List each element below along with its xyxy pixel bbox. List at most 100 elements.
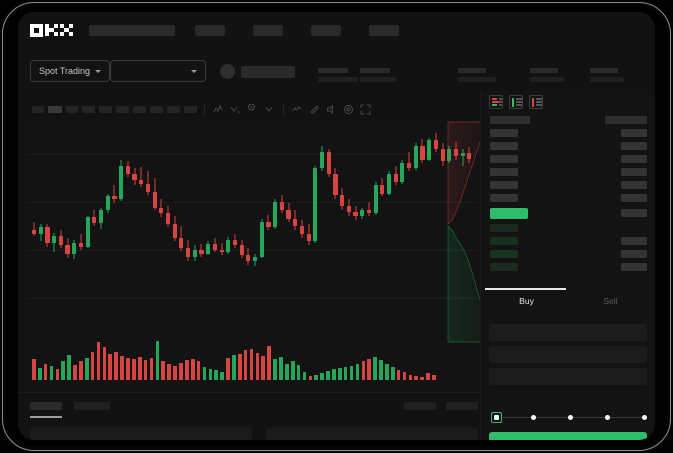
price-chart-panel[interactable] (18, 120, 480, 392)
order-book-amount-cell[interactable] (605, 116, 647, 124)
order-book-amount-cell[interactable] (621, 263, 647, 271)
okx-logo[interactable] (30, 23, 73, 37)
slider-dot-50[interactable] (568, 415, 573, 420)
order-price-field[interactable] (489, 324, 647, 341)
nav-item-3[interactable] (253, 24, 283, 36)
timeframe-button-8[interactable] (150, 105, 163, 113)
order-amount-slider[interactable] (491, 412, 647, 424)
tab-sell[interactable]: Sell (603, 296, 618, 306)
candle (179, 120, 184, 290)
order-book-price-cell[interactable] (490, 142, 518, 150)
candle (72, 120, 77, 290)
spot-trading-label: Spot Trading (39, 66, 91, 76)
slider-dot-100[interactable] (642, 415, 647, 420)
slider-dot-75[interactable] (605, 415, 610, 420)
order-book-price-cell[interactable] (490, 155, 518, 163)
order-book-amount-cell[interactable] (621, 142, 647, 150)
nav-search-placeholder[interactable] (89, 24, 175, 36)
slider-dot-25[interactable] (531, 415, 536, 420)
order-book-price-cell[interactable] (490, 129, 518, 137)
candle (98, 120, 104, 290)
candle (186, 120, 191, 290)
alert-icon[interactable] (325, 103, 338, 116)
candle (333, 120, 338, 290)
candle (58, 120, 63, 290)
volume-bar (67, 354, 71, 380)
order-total-field[interactable] (489, 368, 647, 385)
nav-item-2[interactable] (195, 24, 225, 36)
trading-pair-select[interactable] (110, 60, 206, 82)
slider-handle[interactable] (491, 412, 502, 423)
timeframe-button-6[interactable] (116, 105, 129, 113)
volume-bar (96, 341, 101, 380)
bottom-card-left[interactable] (30, 427, 252, 440)
orders-bottom-panel (18, 392, 480, 440)
timeframe-button-1[interactable] (32, 105, 44, 113)
candle (353, 120, 358, 290)
order-book-price-cell[interactable] (490, 250, 518, 258)
orderbook-both-icon[interactable] (489, 95, 503, 109)
order-book-price-cell[interactable] (490, 263, 518, 271)
order-book-price-cell[interactable] (490, 237, 518, 245)
order-book-spread-highlight[interactable] (490, 208, 528, 219)
order-book-amount-cell[interactable] (621, 250, 647, 258)
order-book-price-cell[interactable] (490, 168, 518, 176)
tab-open-orders[interactable] (30, 402, 62, 410)
volume-bar (385, 363, 389, 380)
candle (119, 120, 124, 290)
order-book-amount-cell[interactable] (621, 181, 647, 189)
order-book-amount-cell[interactable] (621, 168, 647, 176)
order-book-amount-cell[interactable] (621, 209, 647, 217)
order-book-amount-cell[interactable] (621, 155, 647, 163)
volume-bar (373, 357, 377, 380)
order-book-amount-cell[interactable] (621, 237, 647, 245)
chart-type-icon[interactable] (263, 103, 276, 116)
order-amount-field[interactable] (489, 346, 647, 363)
order-book-rows[interactable] (481, 114, 655, 289)
stat-24h-low (530, 68, 564, 82)
settings-icon[interactable] (342, 103, 355, 116)
timeframe-button-5[interactable] (99, 105, 112, 113)
nav-item-4[interactable] (311, 24, 341, 36)
timeframe-button-7[interactable] (133, 105, 146, 113)
order-book-price-cell[interactable] (490, 181, 518, 189)
compare-icon[interactable] (229, 103, 242, 116)
bottom-action-2[interactable] (446, 402, 478, 410)
volume-bar (390, 366, 395, 380)
logo-block-k (45, 23, 58, 37)
timeframe-button-10[interactable] (184, 105, 197, 113)
timeframe-button-9[interactable] (167, 105, 180, 113)
volume-bar (267, 346, 271, 380)
tab-order-history[interactable] (74, 402, 110, 410)
tab-buy[interactable]: Buy (519, 296, 534, 306)
candle (232, 120, 238, 290)
timeframe-button-3[interactable] (66, 105, 78, 113)
volume-bar (232, 354, 236, 380)
place-buy-order-button[interactable] (489, 432, 647, 440)
eraser-icon[interactable] (308, 103, 321, 116)
volume-bar (49, 365, 54, 380)
fullscreen-icon[interactable] (359, 103, 372, 116)
timeframe-button-4[interactable] (82, 105, 95, 113)
drawing-line-icon[interactable] (291, 103, 304, 116)
volume-bar (343, 366, 348, 380)
order-book-amount-cell[interactable] (621, 194, 647, 202)
bottom-card-right[interactable] (266, 427, 478, 440)
volume-bar (73, 364, 77, 380)
candle (219, 120, 224, 290)
timeframe-button-2[interactable] (48, 105, 62, 113)
bottom-action-1[interactable] (404, 402, 436, 410)
order-book-price-cell[interactable] (490, 224, 518, 232)
spot-trading-dropdown[interactable]: Spot Trading (30, 60, 111, 82)
orderbook-asks-icon[interactable] (529, 95, 543, 109)
candle (313, 120, 318, 290)
order-book-amount-cell[interactable] (621, 129, 647, 137)
order-book-price-cell[interactable] (490, 194, 518, 202)
order-book-price-cell[interactable] (490, 116, 530, 124)
order-book-and-form-panel: Buy Sell (480, 92, 655, 440)
nav-item-5[interactable] (369, 24, 399, 36)
indicators-icon[interactable] (212, 103, 225, 116)
templates-icon[interactable] (246, 103, 259, 116)
orderbook-bids-icon[interactable] (509, 95, 523, 109)
